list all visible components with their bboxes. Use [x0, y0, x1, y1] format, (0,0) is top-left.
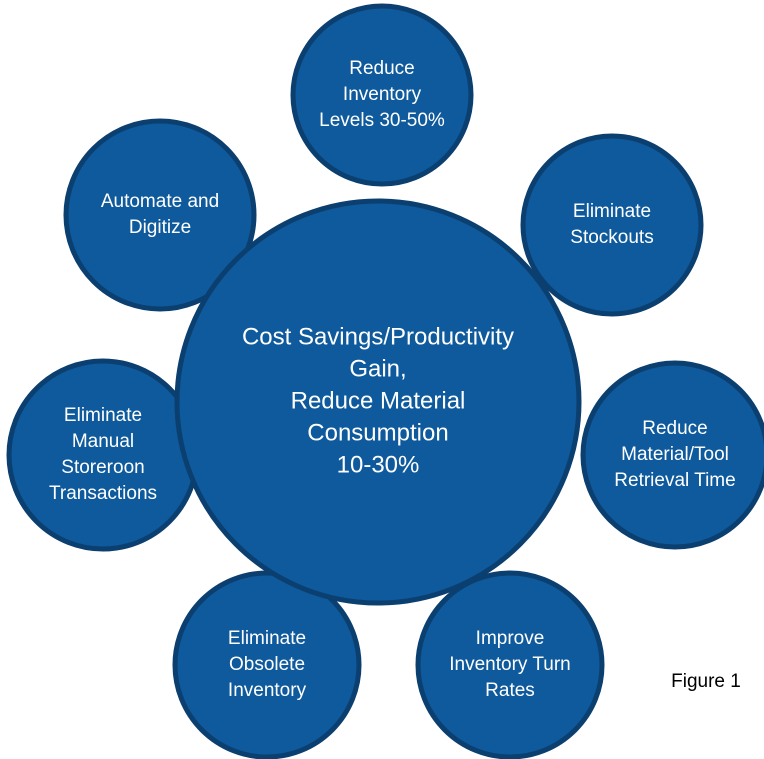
node-text: Levels 30-50% [319, 110, 445, 131]
node-text: Stockouts [570, 227, 653, 248]
node-text: Storeroon [61, 457, 144, 478]
node-text: Inventory Turn [449, 654, 570, 675]
node-text: Manual [72, 431, 134, 452]
node-text: Retrieval Time [614, 470, 735, 491]
center-node-text: Cost Savings/Productivity [242, 323, 514, 350]
center-node-text: Gain, [349, 355, 406, 382]
node-text: Automate and [101, 191, 219, 212]
node [63, 118, 257, 312]
node-text: Inventory [343, 84, 422, 105]
node [6, 358, 200, 552]
node [172, 570, 362, 759]
node-text: Reduce [642, 418, 708, 439]
node-text: Improve [476, 628, 545, 649]
center-node-text: 10-30% [337, 451, 420, 478]
node [520, 133, 704, 317]
node-text: Eliminate [573, 201, 651, 222]
center-node-text: Reduce Material [291, 387, 466, 414]
node [290, 3, 474, 187]
node-text: Obsolete [229, 654, 305, 675]
center-node-text: Consumption [307, 419, 448, 446]
caption: Figure 1 [671, 671, 741, 692]
node-text: Transactions [49, 483, 157, 504]
node-text: Eliminate [228, 628, 306, 649]
node-text: Digitize [129, 217, 191, 238]
node-text: Reduce [349, 58, 415, 79]
node-text: Rates [485, 680, 535, 701]
node-text: Eliminate [64, 405, 142, 426]
node-text: Inventory [228, 680, 307, 701]
node [415, 570, 605, 759]
center-node [174, 198, 582, 606]
node-text: Material/Tool [621, 444, 729, 465]
node [580, 360, 764, 550]
